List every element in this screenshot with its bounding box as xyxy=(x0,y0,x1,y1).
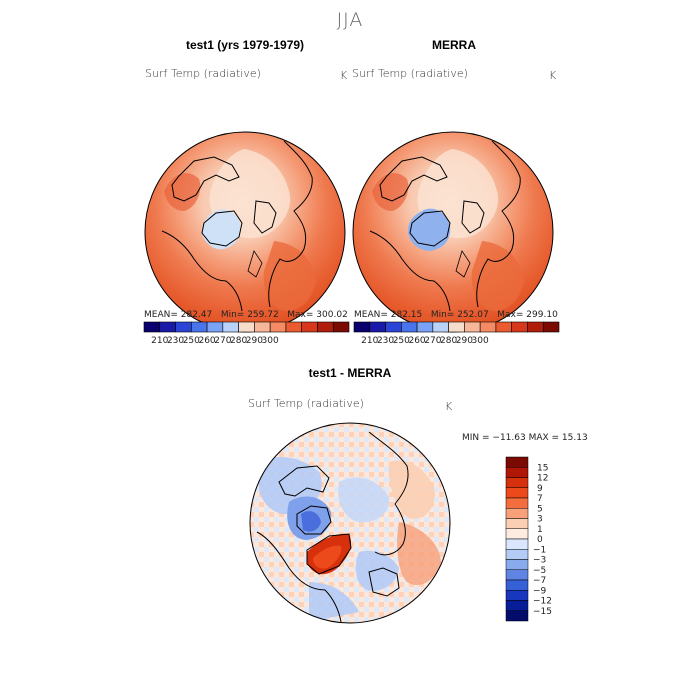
colorbar-tick-label: 260 xyxy=(198,336,215,346)
colorbar-tick-label: 250 xyxy=(183,336,200,346)
colorbar-tick-label: −3 xyxy=(533,556,546,566)
colorbar-tick-label: 7 xyxy=(537,494,543,504)
stat-min: Min= 259.72 xyxy=(220,310,279,320)
colorbar-tick-label: 9 xyxy=(537,484,543,494)
colorbar-swatch xyxy=(317,321,334,333)
colorbar-swatch xyxy=(353,321,371,333)
stat-min: Min= 252.07 xyxy=(430,310,489,320)
colorbar-swatch xyxy=(505,508,529,519)
colorbar-tick-label: 210 xyxy=(361,336,378,346)
colorbar-swatch xyxy=(505,610,529,622)
stat-mean: MEAN= 282.15 xyxy=(354,310,423,320)
colorbar-swatch xyxy=(222,321,239,333)
panel-units-merra: K xyxy=(549,69,557,82)
colorbar-swatch xyxy=(505,569,529,581)
colorbar-swatch xyxy=(505,600,529,611)
colorbar-tick-label: 5 xyxy=(537,504,543,514)
panel-variable-label-test1: Surf Temp (radiative) xyxy=(145,67,261,80)
colorbar-tick-label: 300 xyxy=(472,336,489,346)
colorbar-swatch xyxy=(505,467,529,478)
colorbar-swatch xyxy=(505,559,529,570)
colorbar-tick-label: 290 xyxy=(246,336,263,346)
map-merra xyxy=(352,131,554,333)
colorbar-tick-label: −1 xyxy=(533,545,546,555)
colorbar-swatch xyxy=(505,497,529,509)
panel-units-diff: K xyxy=(445,400,453,413)
stat-max: Max= 299.10 xyxy=(497,310,558,320)
diff-minmax: MIN = −11.63 MAX = 15.13 xyxy=(462,433,588,443)
stat-max: Max= 300.02 xyxy=(287,310,348,320)
colorbar-swatch xyxy=(175,321,192,333)
colorbar-tick-label: 290 xyxy=(456,336,473,346)
map-test1 xyxy=(144,131,346,333)
colorbar-tick-label: 210 xyxy=(151,336,168,346)
colorbar-tick-label: 270 xyxy=(214,336,231,346)
figure-title: JJA xyxy=(336,9,364,31)
colorbar-swatch xyxy=(511,321,528,333)
panel-variable-label-diff: Surf Temp (radiative) xyxy=(248,397,364,410)
colorbar-swatch xyxy=(269,321,287,333)
panel-units-test1: K xyxy=(340,69,348,82)
colorbar-tick-label: −12 xyxy=(533,597,552,607)
colorbar-tick-label: 230 xyxy=(167,336,184,346)
colorbar-tick-label: 280 xyxy=(230,336,247,346)
panel-title-diff: test1 - MERRA xyxy=(308,366,392,380)
colorbar-swatch xyxy=(432,321,449,333)
colorbar-tick-label: 1 xyxy=(537,525,543,535)
colorbar-swatch xyxy=(464,321,481,333)
colorbar-swatch xyxy=(143,321,161,333)
colorbar-swatch xyxy=(505,487,529,499)
colorbar-tick-label: −7 xyxy=(533,576,546,586)
colorbar-tick-label: 300 xyxy=(262,336,279,346)
colorbar-swatch xyxy=(385,321,402,333)
colorbar-tick-label: −9 xyxy=(533,586,547,596)
panel-variable-label-merra: Surf Temp (radiative) xyxy=(352,67,468,80)
colorbar-tick-label: 230 xyxy=(377,336,394,346)
colorbar-tick-label: 15 xyxy=(537,463,548,473)
colorbar-swatch xyxy=(301,321,318,333)
colorbar-swatch xyxy=(369,321,386,333)
colorbar-swatch xyxy=(527,321,544,333)
colorbar-swatch xyxy=(542,321,560,333)
colorbar-swatch xyxy=(191,321,208,333)
colorbar-swatch xyxy=(401,321,418,333)
colorbar-swatch xyxy=(254,321,271,333)
colorbar-swatch xyxy=(159,321,176,333)
colorbar-swatch xyxy=(505,590,529,601)
colorbar-tick-label: −15 xyxy=(533,607,552,617)
colorbar-swatch xyxy=(448,321,465,333)
map-diff xyxy=(249,422,451,624)
panel-title-merra: MERRA xyxy=(432,38,476,52)
colorbar-swatch xyxy=(505,518,529,529)
colorbar-swatch xyxy=(505,579,529,591)
colorbar-tick-label: −5 xyxy=(533,566,546,576)
colorbar-tick-label: 270 xyxy=(424,336,441,346)
colorbar-tick-label: 3 xyxy=(537,515,543,525)
colorbar-swatch xyxy=(505,549,529,560)
colorbar-swatch xyxy=(285,321,302,333)
panel-title-test1: test1 (yrs 1979-1979) xyxy=(185,38,305,52)
colorbar-swatch xyxy=(495,321,512,333)
stat-mean: MEAN= 282.47 xyxy=(144,310,213,320)
stats-merra: MEAN= 282.15 Min= 252.07 Max= 299.10 xyxy=(354,310,558,320)
colorbar-swatch xyxy=(416,321,434,333)
colorbar-swatch xyxy=(206,321,224,333)
colorbar-swatch xyxy=(332,321,350,333)
colorbar-tick-label: 260 xyxy=(408,336,425,346)
colorbar-swatch xyxy=(505,477,529,488)
colorbar-swatch xyxy=(479,321,497,333)
colorbar-tick-label: 250 xyxy=(393,336,410,346)
colorbar-swatch xyxy=(505,538,529,550)
colorbar-swatch xyxy=(505,456,529,468)
colorbar-tick-label: 0 xyxy=(537,535,543,545)
colorbar-tick-label: 280 xyxy=(440,336,457,346)
colorbar-swatch xyxy=(238,321,255,333)
stats-test1: MEAN= 282.47 Min= 259.72 Max= 300.02 xyxy=(144,310,348,320)
colorbar-tick-label: 12 xyxy=(537,474,548,484)
colorbar-swatch xyxy=(505,528,529,540)
